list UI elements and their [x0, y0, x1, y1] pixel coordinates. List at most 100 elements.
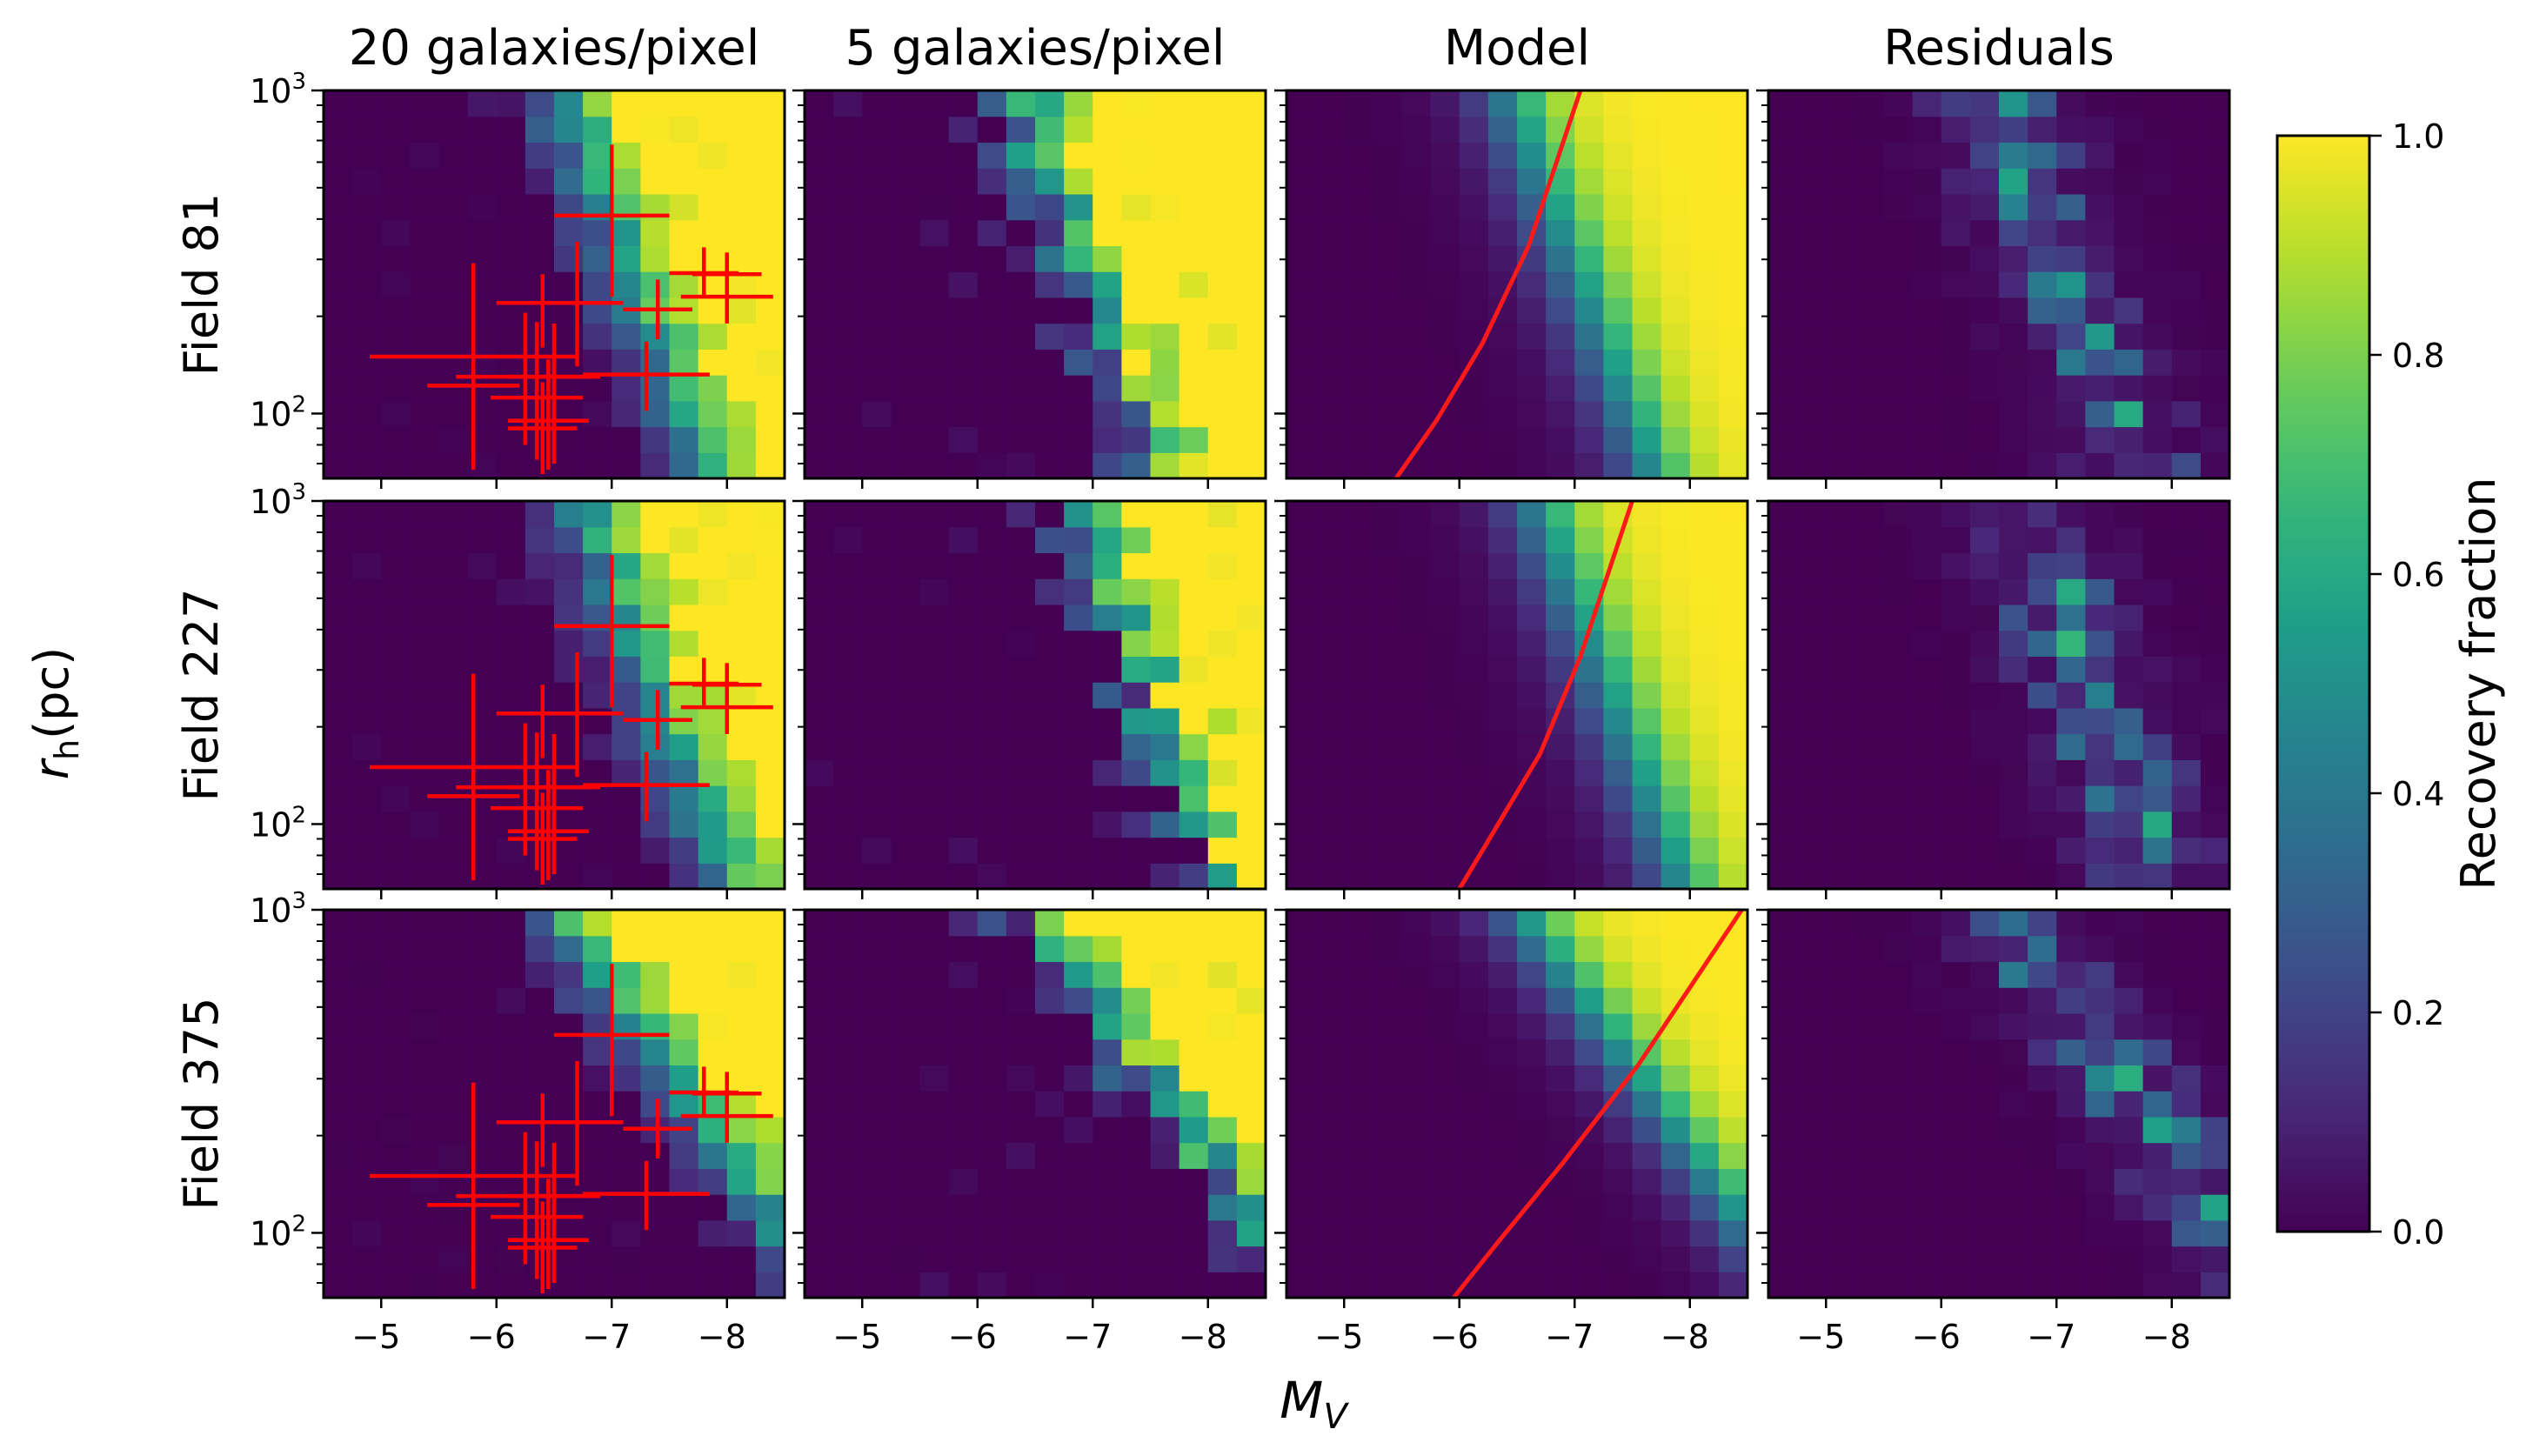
heat-cell: [2028, 759, 2057, 786]
heat-cell: [640, 837, 671, 864]
heat-cell: [833, 1039, 863, 1065]
heat-cell: [1689, 1168, 1720, 1195]
heat-cell: [1035, 935, 1065, 963]
heat-cell: [1006, 245, 1036, 272]
heat-cell: [1826, 193, 1855, 221]
galaxy-errorbar: [508, 733, 600, 875]
heat-cell: [1315, 1246, 1345, 1272]
heat-cell: [611, 785, 641, 812]
heat-cell: [496, 837, 526, 864]
heat-cell: [805, 910, 834, 937]
heat-cell: [2028, 245, 2057, 272]
heat-cell: [1006, 1246, 1036, 1272]
heat-cell: [1546, 759, 1575, 786]
heat-cell: [1373, 682, 1403, 709]
heat-cell: [833, 452, 863, 479]
heat-cell: [381, 1246, 411, 1272]
heat-cell: [496, 168, 526, 195]
heat-cell: [2028, 578, 2057, 605]
heat-cell: [1487, 1091, 1518, 1118]
heat-cell: [1689, 987, 1720, 1014]
heat-cell: [2200, 349, 2230, 376]
heat-cell: [2085, 297, 2115, 324]
heat-cell: [1344, 193, 1373, 221]
heat-cell: [891, 1272, 921, 1299]
heat-cell: [438, 323, 469, 350]
heat-cell: [1999, 526, 2028, 554]
heat-cell: [891, 245, 921, 272]
heat-cell: [554, 935, 584, 963]
heat-cell: [1315, 910, 1345, 937]
heat-cell: [862, 526, 892, 554]
heat-cell: [410, 863, 440, 890]
heat-cell: [1315, 323, 1345, 350]
heat-cell: [1035, 604, 1065, 631]
heat-cell: [669, 1012, 699, 1040]
heat-cell: [1093, 707, 1122, 735]
heat-cell: [1912, 1116, 1942, 1144]
heat-cell: [1315, 349, 1345, 376]
heat-cell: [2085, 526, 2115, 554]
heat-cell: [891, 1194, 921, 1221]
heat-cell: [324, 297, 353, 324]
heat-cell: [726, 375, 757, 402]
heat-cell: [2056, 604, 2086, 631]
heat-cell: [1718, 707, 1748, 735]
heat-cell: [352, 1246, 382, 1272]
heat-cell: [1150, 1246, 1180, 1272]
heat-cell: [381, 245, 411, 272]
heat-cell: [611, 656, 641, 683]
heat-cell: [1941, 863, 1971, 890]
heat-cell: [726, 759, 757, 786]
heat-cell: [698, 707, 728, 735]
heat-cell: [2056, 910, 2086, 937]
heat-cell: [1517, 452, 1547, 479]
heat-cell: [324, 682, 353, 709]
heat-cell: [352, 142, 382, 169]
heat-cell: [2114, 1219, 2144, 1247]
heat-cell: [669, 552, 699, 579]
heat-cell: [324, 961, 353, 988]
heat-cell: [410, 961, 440, 988]
heat-cell: [1459, 501, 1489, 528]
heat-cell: [2056, 759, 2086, 786]
heat-cell: [352, 785, 382, 812]
heat-cell: [640, 1272, 671, 1299]
heat-cell: [726, 501, 757, 528]
heat-cell: [2200, 656, 2230, 683]
heat-cell: [698, 142, 728, 169]
heat-cell: [1344, 271, 1373, 298]
heat-cell: [583, 1219, 612, 1247]
heat-cell: [2056, 682, 2086, 709]
heat-cell: [410, 349, 440, 376]
heat-cell: [1093, 193, 1122, 221]
heat-cell: [554, 501, 584, 528]
heat-cell: [698, 193, 728, 221]
heat-cell: [583, 271, 612, 298]
heat-cell: [611, 219, 641, 246]
heat-cell: [2056, 116, 2086, 144]
heat-cell: [1768, 1116, 1798, 1144]
heat-cell: [410, 116, 440, 144]
heat-cell: [1006, 837, 1036, 864]
heat-cell: [1064, 987, 1093, 1014]
heat-cell: [2085, 604, 2115, 631]
heat-cell: [1632, 142, 1662, 169]
heat-cell: [1632, 168, 1662, 195]
heat-cell: [1064, 90, 1093, 117]
heat-cell: [1315, 630, 1345, 657]
heat-cell: [1883, 987, 1914, 1014]
heat-cell: [2200, 1116, 2230, 1144]
y-tick-label: 102: [250, 802, 306, 844]
heat-cell: [1179, 219, 1209, 246]
heat-cell: [755, 1039, 785, 1065]
heat-cell: [324, 193, 353, 221]
heat-cell: [891, 1039, 921, 1065]
heat-cell: [1064, 1091, 1093, 1118]
heat-cell: [1487, 987, 1518, 1014]
heat-cell: [2056, 578, 2086, 605]
heat-cell: [1603, 1219, 1634, 1247]
heat-cell: [1912, 863, 1942, 890]
heat-cell: [1768, 426, 1798, 453]
heat-cell: [1661, 193, 1691, 221]
